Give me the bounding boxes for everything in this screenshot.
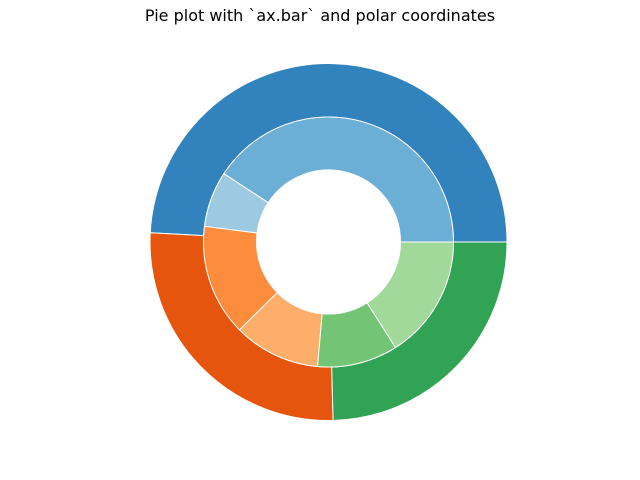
inner-wedge-1 <box>223 116 454 243</box>
inner-ring <box>203 116 454 368</box>
chart-title: Pie plot with `ax.bar` and polar coordin… <box>144 6 496 25</box>
inner-wedge-6 <box>366 241 454 349</box>
